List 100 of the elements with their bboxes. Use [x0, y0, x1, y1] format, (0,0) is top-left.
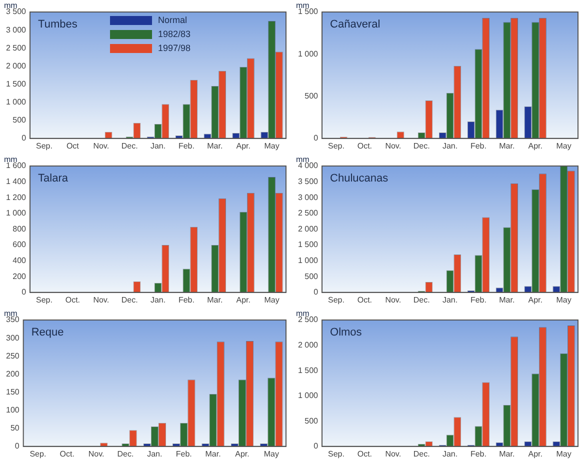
y-tick-label: 4 000	[298, 161, 319, 170]
x-tick-label: Nov.	[385, 449, 402, 458]
x-tick-label: Jan.	[150, 295, 166, 304]
y-tick-label: 0	[314, 288, 319, 297]
x-tick-label: Oct.	[60, 449, 74, 458]
y-tick-label: 3 500	[298, 177, 319, 186]
y-tick-label: 600	[12, 240, 27, 250]
x-tick-label: Mar.	[499, 449, 515, 458]
x-tick-label: Nov.	[88, 449, 104, 458]
y-tick-label: 2 500	[298, 208, 319, 218]
y-tick-label: 200	[6, 369, 20, 378]
x-tick-label: Mar.	[207, 295, 223, 304]
x-tick-label: Sep.	[328, 295, 344, 304]
x-tick-label: Feb.	[470, 295, 486, 304]
y-tick-label: 50	[10, 424, 20, 433]
x-tick-label: May	[556, 141, 572, 150]
x-tick-label: Jan.	[442, 449, 458, 458]
x-tick-label: Jan.	[147, 449, 162, 458]
x-tick-label: Nov.	[93, 295, 110, 304]
x-tick-label: Jan.	[442, 141, 458, 150]
y-tick-label: 0	[22, 134, 27, 143]
x-tick-label: May	[264, 449, 279, 458]
y-tick-label: 2 000	[298, 340, 319, 350]
x-tick-label: Dec.	[413, 295, 430, 304]
x-tick-label: Feb.	[470, 141, 486, 150]
y-tick-label: 2 500	[6, 43, 27, 52]
y-tick-label: 100	[6, 405, 20, 414]
y-tick-label: 1 000	[298, 49, 319, 58]
x-tick-label: Oct.	[357, 141, 372, 150]
x-tick-label: Dec.	[121, 295, 138, 304]
x-tick-label: Sep.	[36, 295, 52, 304]
text: Talara	[38, 172, 69, 185]
x-tick-label: Nov.	[385, 141, 402, 150]
y-tick-label: 200	[12, 272, 27, 281]
x-tick-label: Nov.	[93, 141, 110, 150]
y-tick-label: 1 500	[6, 79, 27, 88]
y-tick-label: 1 000	[6, 97, 27, 106]
text: Cañaveral	[330, 18, 380, 31]
y-tick-label: 3 000	[6, 25, 27, 34]
x-tick-label: Apr.	[528, 449, 542, 458]
y-tick-label: 0	[22, 288, 27, 297]
y-tick-label: 1 000	[298, 391, 319, 400]
text: Olmos	[330, 326, 362, 339]
text: Tumbes	[38, 18, 78, 31]
y-tick-label: 2 000	[298, 224, 319, 234]
x-tick-label: Dec.	[117, 449, 134, 458]
y-tick-label: 400	[12, 256, 27, 266]
x-tick-label: Sep.	[328, 141, 344, 150]
y-tick-label: 1 400	[6, 177, 27, 186]
x-tick-label: Mar.	[205, 449, 221, 458]
y-tick-label: 300	[6, 333, 20, 342]
y-tick-label: 0	[14, 442, 20, 451]
legend-label: 1997/98	[158, 42, 191, 53]
y-tick-label: 150	[6, 387, 20, 396]
x-tick-label: Feb.	[178, 141, 194, 150]
y-tick-label: 1 200	[6, 192, 27, 202]
y-tick-label: 250	[6, 351, 20, 360]
x-tick-label: May	[556, 449, 572, 458]
y-tick-label: 3 000	[298, 192, 319, 202]
y-tick-label: 0	[314, 134, 319, 143]
legend-label: 1982/83	[158, 28, 191, 39]
x-tick-label: Apr.	[235, 449, 250, 458]
x-tick-label: Oct.	[357, 449, 372, 458]
y-tick-label: 1 500	[298, 7, 319, 16]
x-tick-label: Sep.	[30, 449, 46, 458]
legend-label: Normal	[158, 14, 188, 25]
x-tick-label: May	[264, 141, 280, 150]
x-tick-label: Dec.	[413, 141, 430, 150]
x-tick-label: Mar.	[499, 141, 515, 150]
y-tick-label: 500	[304, 416, 319, 426]
x-tick-label: Apr.	[236, 295, 250, 304]
y-tick-label: 0	[314, 442, 319, 451]
y-tick-label: 350	[6, 315, 20, 324]
y-tick-label: 500	[304, 272, 319, 281]
x-tick-label: Mar.	[207, 141, 223, 150]
y-tick-label: 500	[304, 91, 319, 100]
x-tick-label: Sep.	[36, 141, 52, 150]
y-tick-label: 3 500	[6, 7, 27, 16]
text: Reque	[31, 326, 64, 339]
y-tick-label: 1 500	[298, 366, 319, 375]
x-tick-label: May	[556, 295, 572, 304]
x-tick-label: Apr.	[528, 141, 542, 150]
x-tick-label: Apr.	[528, 295, 542, 304]
x-tick-label: Jan.	[150, 141, 166, 150]
y-tick-label: 1 000	[298, 256, 319, 266]
y-tick-label: 500	[12, 116, 27, 125]
x-tick-label: May	[264, 295, 280, 304]
x-tick-label: Oct	[66, 141, 80, 150]
y-tick-label: 1 600	[6, 161, 27, 170]
x-tick-label: Dec.	[413, 449, 430, 458]
x-tick-label: Sep.	[328, 449, 344, 458]
x-tick-label: Dec.	[121, 141, 138, 150]
x-tick-label: Feb.	[176, 449, 192, 458]
x-tick-label: Oct.	[357, 295, 372, 304]
x-tick-label: Nov.	[385, 295, 402, 304]
y-tick-label: 800	[12, 224, 27, 234]
y-tick-label: 1 500	[298, 240, 319, 250]
y-tick-label: 2 000	[6, 61, 27, 70]
x-tick-label: Oct.	[65, 295, 80, 304]
x-tick-label: Feb.	[470, 449, 486, 458]
